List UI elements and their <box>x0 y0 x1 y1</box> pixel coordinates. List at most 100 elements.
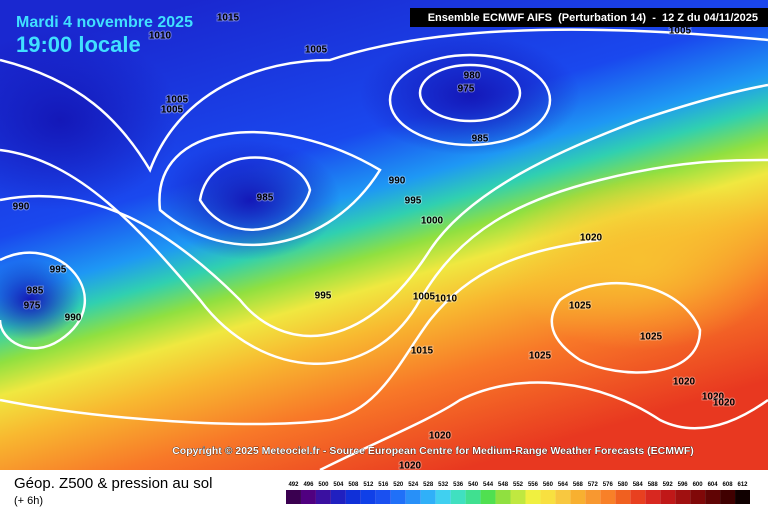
scale-swatch <box>420 490 436 504</box>
isobars <box>0 28 768 472</box>
isobar-label: 980 <box>464 71 481 82</box>
model-info: Ensemble ECMWF AIFS (Perturbation 14) - … <box>428 12 758 24</box>
scale-label: 536 <box>453 482 464 488</box>
isobar-label: 1015 <box>217 13 240 24</box>
scale-swatch <box>615 490 631 504</box>
isobar-label: 995 <box>50 265 67 276</box>
copyright: Copyright © 2025 Meteociel.fr - Source E… <box>172 445 694 457</box>
isobar-label: 985 <box>257 193 274 204</box>
scale-swatch <box>345 490 361 504</box>
isobar-label: 1020 <box>673 377 696 388</box>
forecast-date: Mardi 4 novembre 2025 <box>16 14 193 31</box>
scale-label: 532 <box>438 482 449 488</box>
isobar-label: 1005 <box>669 26 692 37</box>
scale-swatch <box>540 490 556 504</box>
scale-label: 588 <box>648 482 659 488</box>
isobar-label: 985 <box>472 134 489 145</box>
scale-label: 500 <box>318 482 329 488</box>
isobar-label: 1020 <box>713 398 736 409</box>
isobar-label: 1010 <box>149 31 172 42</box>
isobar-label: 995 <box>405 196 422 207</box>
scale-swatch <box>465 490 481 504</box>
isobar-label: 1025 <box>569 301 592 312</box>
scale-label: 596 <box>678 482 689 488</box>
color-scale: 492 496 500 504 508 512 516 520 524 528 532 536 540 5… <box>286 482 750 504</box>
scale-label: 564 <box>558 482 569 488</box>
isobar-label: 1020 <box>580 233 603 244</box>
model-banner <box>410 8 768 27</box>
scale-swatch <box>555 490 571 504</box>
scale-label: 568 <box>573 482 584 488</box>
isobar-label: 1005 <box>413 292 436 303</box>
isobar-label: 1020 <box>702 392 725 403</box>
scale-swatch <box>390 490 406 504</box>
isobar-label: 1020 <box>399 461 422 472</box>
scale-swatch <box>690 490 706 504</box>
scale-swatch <box>375 490 391 504</box>
isobar-label: 1000 <box>421 216 444 227</box>
scale-swatch <box>330 490 346 504</box>
scale-swatch <box>300 490 316 504</box>
scale-label: 520 <box>393 482 404 488</box>
isobar-label: 1025 <box>529 351 552 362</box>
scale-label: 604 <box>708 482 719 488</box>
isobar-label: 1005 <box>166 95 189 106</box>
scale-swatch <box>480 490 496 504</box>
scale-swatch <box>660 490 676 504</box>
scale-swatch <box>510 490 526 504</box>
scale-label: 560 <box>543 482 554 488</box>
isobar-label: 1010 <box>435 294 458 305</box>
scale-label: 592 <box>663 482 674 488</box>
map-field <box>0 0 768 470</box>
scale-label: 548 <box>498 482 509 488</box>
scale-label: 496 <box>303 482 314 488</box>
isobar-label: 1020 <box>429 431 452 442</box>
scale-swatch <box>735 490 750 504</box>
scale-swatch <box>286 490 301 504</box>
scale-swatch <box>570 490 586 504</box>
scale-label: 584 <box>633 482 644 488</box>
isobar-label: 990 <box>13 202 30 213</box>
scale-label: 612 <box>738 482 749 488</box>
scale-swatch <box>705 490 721 504</box>
legend-subtitle: (+ 6h) <box>14 495 43 507</box>
scale-swatch <box>495 490 511 504</box>
scale-swatch <box>675 490 691 504</box>
isobar-label: 1015 <box>411 346 434 357</box>
scale-swatch <box>315 490 331 504</box>
isobar-label: 975 <box>24 301 41 312</box>
scale-swatch <box>435 490 451 504</box>
isobar-label: 975 <box>458 84 475 95</box>
scale-label: 508 <box>348 482 359 488</box>
scale-swatch <box>585 490 601 504</box>
scale-label: 552 <box>513 482 524 488</box>
scale-swatch <box>720 490 736 504</box>
isobar-label: 1025 <box>640 332 663 343</box>
scale-label: 556 <box>528 482 539 488</box>
legend-title: Géop. Z500 & pression au sol <box>14 475 212 492</box>
scale-label: 580 <box>618 482 629 488</box>
scale-label: 524 <box>408 482 419 488</box>
scale-label: 544 <box>483 482 494 488</box>
scale-label: 504 <box>333 482 344 488</box>
scale-label: 608 <box>723 482 734 488</box>
forecast-time: 19:00 locale <box>16 32 141 57</box>
isobar-label: 985 <box>27 286 44 297</box>
scale-label: 540 <box>468 482 479 488</box>
scale-label: 516 <box>378 482 389 488</box>
scale-label: 576 <box>603 482 614 488</box>
scale-label: 512 <box>363 482 374 488</box>
scale-swatch <box>630 490 646 504</box>
isobar-label: 995 <box>315 291 332 302</box>
scale-label: 492 <box>288 482 299 488</box>
scale-swatch <box>600 490 616 504</box>
scale-label: 600 <box>693 482 704 488</box>
scale-label: 528 <box>423 482 434 488</box>
scale-swatch <box>360 490 376 504</box>
isobar-label: 990 <box>389 176 406 187</box>
isobar-label: 990 <box>65 313 82 324</box>
scale-label: 572 <box>588 482 599 488</box>
isobar-label: 1005 <box>161 105 184 116</box>
